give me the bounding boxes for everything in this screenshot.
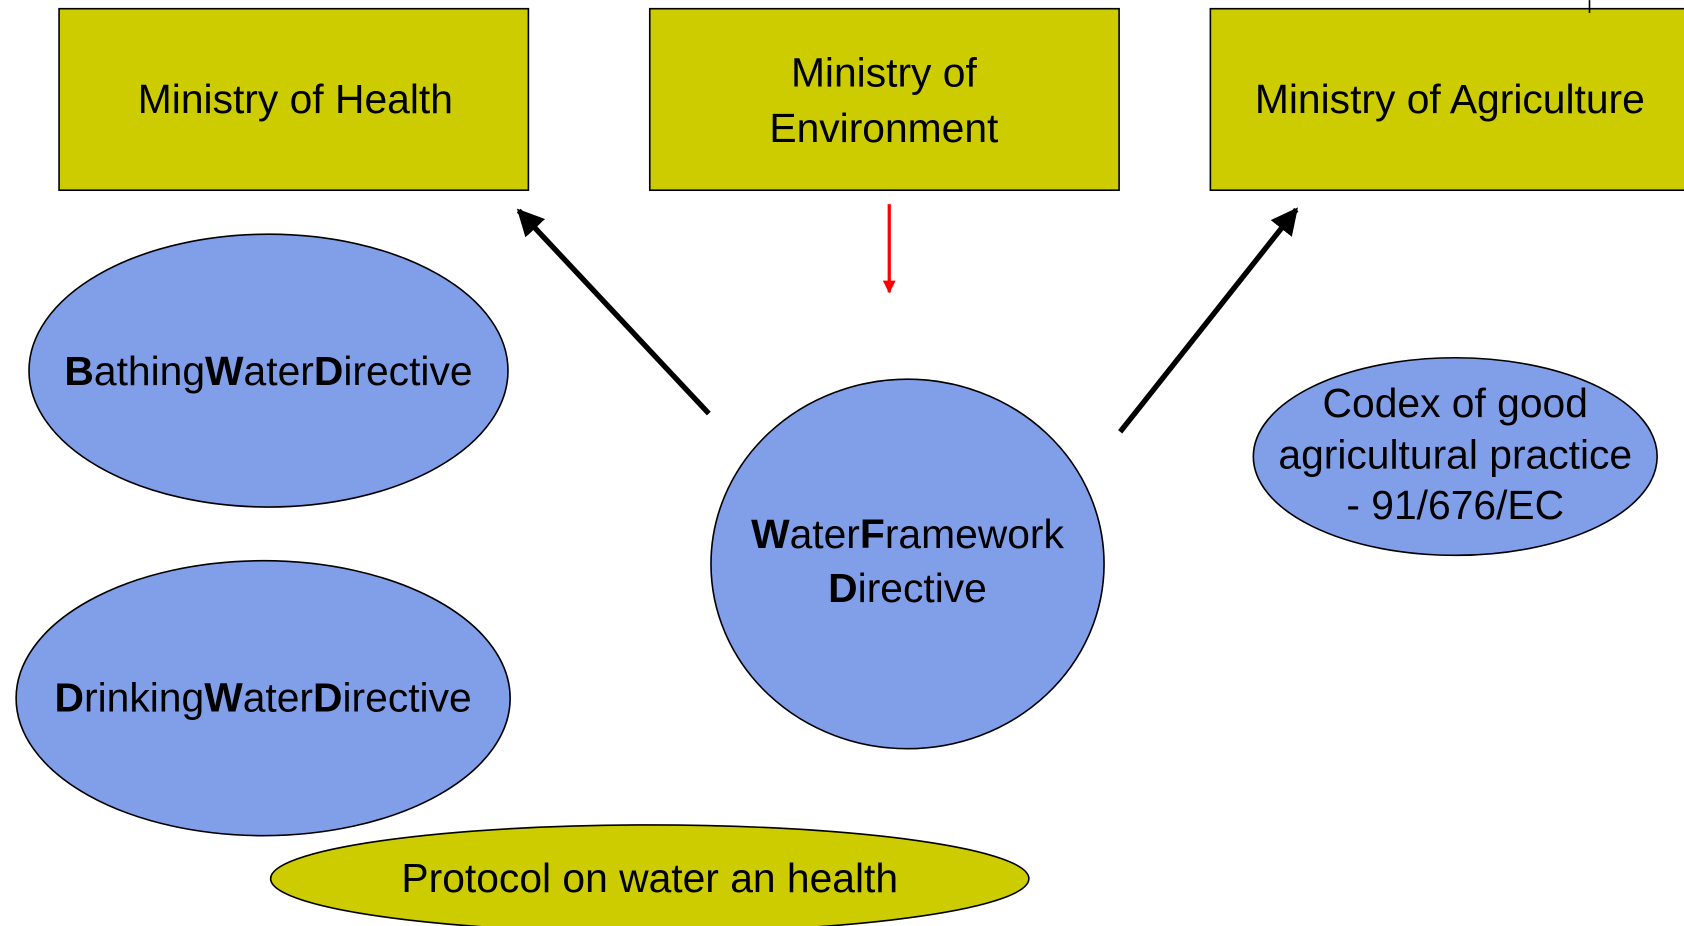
node-label: WaterFramework [751, 511, 1064, 557]
label-part: W [751, 511, 790, 557]
ministry-box [648, 7, 1120, 192]
codex-ellipse [1252, 356, 1658, 557]
label-part: Environment [769, 105, 999, 151]
label-part: D [313, 674, 342, 720]
node-label: Ministry of Agriculture [1255, 76, 1645, 122]
ministry-box [58, 7, 530, 192]
ministry-box [1209, 7, 1684, 192]
label-part: irective [342, 674, 471, 720]
node-label: Codex of good [1323, 380, 1588, 426]
node-label: Directive [828, 565, 987, 611]
label-part: ramework [885, 511, 1065, 557]
node-label: Ministry of [791, 49, 978, 95]
label-part: D [314, 348, 343, 394]
directive-ellipse [15, 559, 511, 837]
directive-circle [710, 378, 1105, 750]
node-label: Protocol on water an health [401, 855, 898, 901]
node-label: - 91/676/EC [1346, 482, 1564, 528]
label-part: - 91/676/EC [1346, 482, 1564, 528]
node-label: Environment [769, 105, 999, 151]
label-part: rinking [84, 674, 204, 720]
protocol-ellipse [269, 824, 1030, 926]
label-part: athing [94, 348, 205, 394]
label-part: D [828, 565, 857, 611]
label-part: D [55, 674, 84, 720]
label-part: Ministry of Agriculture [1255, 76, 1645, 122]
label-part: Codex of good [1323, 380, 1588, 426]
node-label: BathingWaterDirective [64, 348, 472, 394]
label-part: ater [244, 348, 314, 394]
label-part: agricultural practice [1278, 431, 1632, 477]
label-part: ater [243, 674, 313, 720]
label-part: Protocol on water an health [401, 855, 898, 901]
label-part: ater [790, 511, 860, 557]
arrow [516, 208, 711, 416]
label-part: W [204, 674, 243, 720]
label-part: Ministry of Health [138, 76, 453, 122]
arrow [1118, 207, 1299, 434]
label-part: irective [858, 565, 987, 611]
label-part: B [64, 348, 93, 394]
label-part: F [860, 511, 885, 557]
label-part: irective [343, 348, 472, 394]
label-part: W [205, 348, 244, 394]
node-label: agricultural practice [1278, 431, 1632, 477]
label-part: Ministry of [791, 49, 978, 95]
directive-ellipse [28, 233, 509, 508]
node-label: DrinkingWaterDirective [55, 674, 472, 720]
node-label: Ministry of Health [138, 76, 453, 122]
